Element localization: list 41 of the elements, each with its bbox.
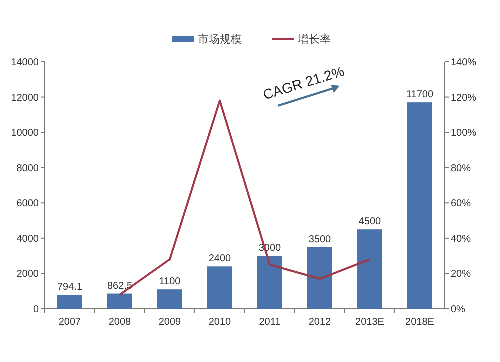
data-label: 4500: [358, 216, 382, 228]
y-tick-label: 4000: [16, 234, 40, 245]
y-tick-label: 12000: [11, 92, 40, 104]
bar: [308, 247, 332, 309]
bar: [358, 230, 382, 309]
x-tick-label: 2012: [308, 317, 332, 328]
y2-tick-label: 40%: [451, 234, 472, 245]
y2-tick-label: 0%: [451, 304, 466, 316]
x-tick-label: 2009: [158, 317, 182, 328]
y-tick-label: 6000: [16, 198, 40, 210]
y2-tick-label: 140%: [451, 58, 477, 68]
data-label: 1100: [159, 276, 182, 288]
data-label: 794.1: [57, 282, 83, 293]
data-label: 3500: [308, 234, 332, 246]
y-tick-label: 14000: [11, 58, 40, 68]
bar: [58, 294, 82, 309]
y2-tick-label: 80%: [451, 163, 472, 174]
y-tick-label: 0: [33, 304, 40, 316]
y-tick-label: 8000: [16, 163, 40, 174]
y-tick-label: 10000: [11, 128, 40, 140]
y2-tick-label: 100%: [451, 128, 477, 140]
bar: [108, 294, 132, 309]
data-label: 11700: [406, 90, 434, 101]
y2-tick-label: 120%: [451, 92, 477, 104]
x-tick-label: 2013E: [356, 317, 385, 328]
data-label: 2400: [208, 254, 232, 265]
x-tick-label: 2010: [208, 317, 232, 328]
bar: [208, 266, 232, 309]
x-tick-label: 2011: [259, 317, 282, 328]
bar: [158, 290, 182, 309]
legend-label: 增长率: [297, 33, 331, 46]
x-tick-label: 2007: [58, 317, 82, 328]
y2-tick-label: 60%: [451, 198, 472, 210]
x-tick-label: 2008: [108, 317, 132, 328]
bar: [408, 102, 432, 309]
x-tick-label: 2018E: [406, 317, 435, 328]
annotation: CAGR 21.2%: [261, 62, 346, 103]
y2-tick-label: 20%: [451, 269, 472, 280]
bar: [258, 256, 282, 309]
y-tick-label: 2000: [16, 269, 40, 280]
legend-label: 市场规模: [198, 33, 242, 46]
